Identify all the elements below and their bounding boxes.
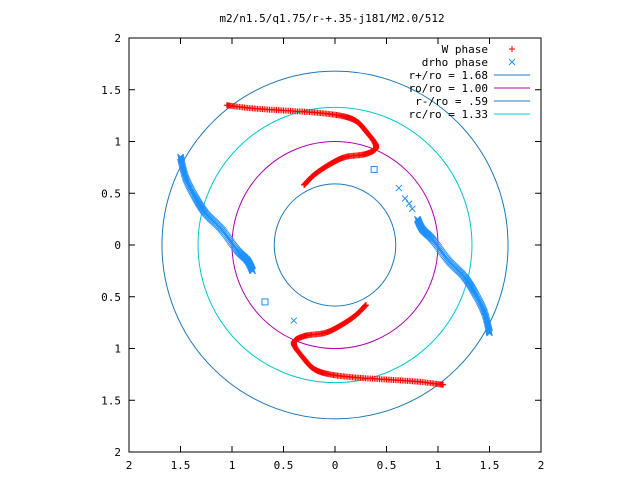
legend-label: r+/ro = 1.68 [409, 69, 488, 82]
axis-ticks: 2 1.5 1 0.5 0 0.5 1 1.5 221.510.500.511.52 [101, 32, 544, 472]
point [181, 171, 189, 179]
point [414, 215, 421, 223]
y-tick-label: 0.5 [101, 187, 121, 200]
x-tick-label: 1.5 [480, 459, 500, 472]
point [362, 302, 369, 309]
y-tick-label: 1 [114, 343, 121, 356]
y-tick-label: 0 [114, 239, 121, 252]
legend-label: ro/ro = 1.00 [409, 82, 488, 95]
x-tick-label: 0.5 [377, 459, 397, 472]
y-tick-label: 2 [114, 446, 121, 459]
point [179, 162, 186, 170]
legend-marker [508, 58, 516, 66]
point [484, 320, 491, 328]
y-tick-label: 2 [114, 32, 121, 45]
point [301, 181, 308, 188]
legend-label: W phase [442, 43, 488, 56]
series-w-phase [223, 102, 447, 388]
point [370, 165, 378, 173]
y-tick-label: 1.5 [101, 394, 121, 407]
point [181, 173, 189, 180]
data-series [177, 102, 493, 388]
point [481, 310, 489, 317]
x-tick-label: 2 [538, 459, 545, 472]
x-tick-label: 0 [332, 459, 339, 472]
point [480, 308, 488, 316]
y-tick-label: 1.5 [101, 84, 121, 97]
y-tick-label: 1 [114, 136, 121, 149]
point [481, 311, 489, 319]
x-tick-label: 0.5 [274, 459, 294, 472]
legend-marker [509, 46, 515, 52]
x-tick-label: 1 [229, 459, 236, 472]
circle-rro [161, 70, 509, 420]
x-tick-label: 1 [435, 459, 442, 472]
x-tick-label: 2 [126, 459, 133, 472]
legend-label: drho phase [422, 56, 488, 69]
y-tick-label: 0.5 [101, 291, 121, 304]
circle-rcro [197, 106, 473, 384]
point [261, 298, 269, 306]
point [249, 267, 256, 275]
legend-label: rc/ro = 1.33 [409, 108, 488, 121]
point [395, 184, 403, 192]
circle-rro [273, 183, 397, 307]
point [401, 195, 409, 202]
point [405, 200, 413, 207]
point [484, 321, 492, 329]
legend-label: r-/ro = .59 [415, 95, 488, 108]
point [178, 161, 186, 169]
chart-title: m2/n1.5/q1.75/r-+.35-j181/M2.0/512 [219, 12, 444, 25]
point [408, 205, 416, 213]
series-drho-phase [177, 153, 493, 337]
x-tick-label: 1.5 [171, 459, 191, 472]
point [290, 317, 298, 324]
point [182, 174, 190, 182]
